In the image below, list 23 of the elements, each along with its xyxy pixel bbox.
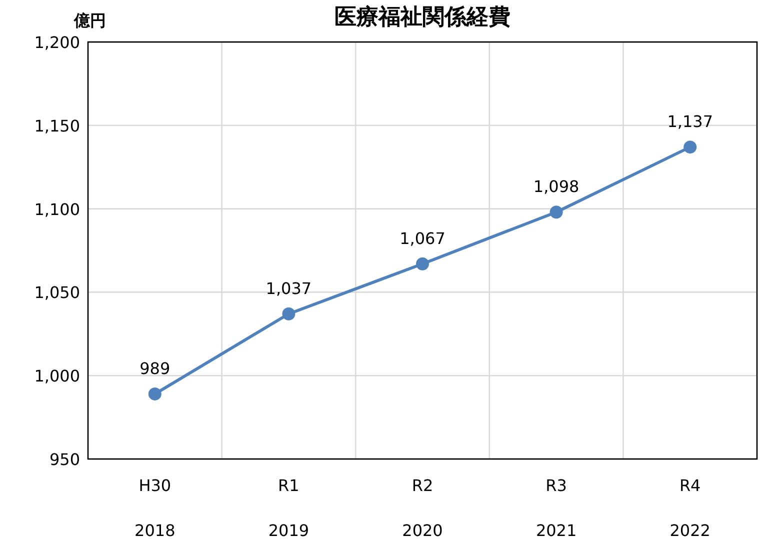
y-tick-label: 1,000 [34,366,80,386]
chart-title: 医療福祉関係経費 [334,4,510,30]
category-label: R2 2020 [402,476,443,539]
category-label: R1 2019 [268,476,310,539]
y-tick-label: 1,100 [34,200,80,219]
point [550,206,563,219]
data-label: 1,098 [533,177,580,196]
data-label: 1,067 [400,228,446,248]
category-label: R4 2022 [670,476,710,539]
point [282,307,296,320]
category-label: R3 2021 [536,476,577,539]
y-tick-label: 1,050 [34,283,80,302]
point [148,387,162,400]
y-tick-label: 950 [49,450,80,469]
category-label: H30 2018 [134,476,176,539]
data-label: 989 [140,358,170,378]
y-axis-title: 億円 [73,11,106,30]
data-label: 1,037 [266,278,312,298]
y-tick-label: 1,200 [34,33,80,52]
data-label: 1,137 [667,112,714,132]
point [416,257,429,270]
point [684,140,697,154]
y-tick-label: 1,150 [34,116,80,136]
